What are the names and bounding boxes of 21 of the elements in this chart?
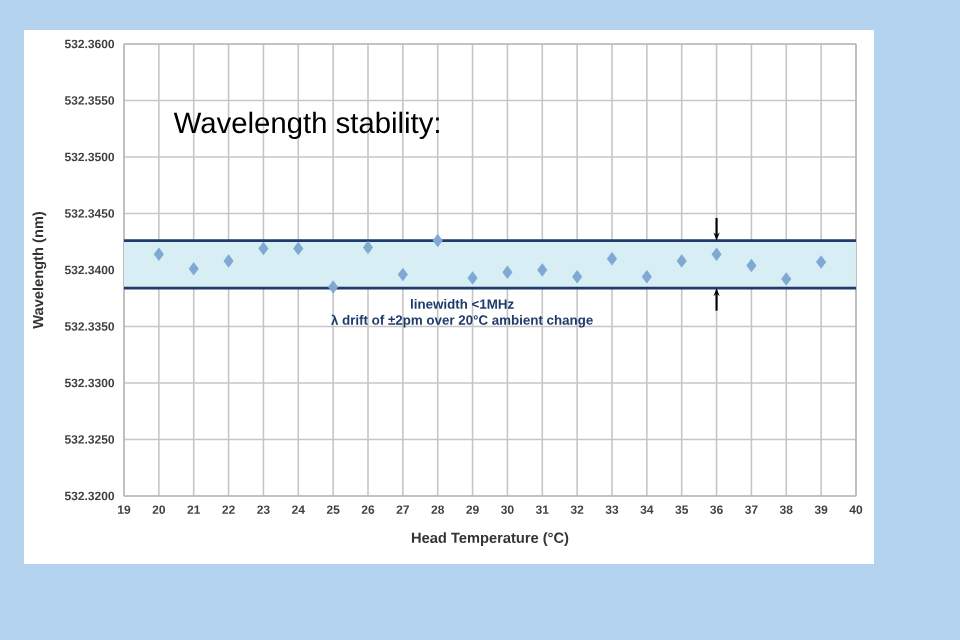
point: [363, 240, 373, 254]
point: [746, 259, 757, 272]
point: [153, 247, 164, 261]
point: [781, 272, 792, 286]
text: Wavelength stability:: [173, 111, 439, 139]
point: [467, 271, 478, 285]
point: [397, 268, 408, 281]
point: [432, 234, 443, 248]
point: [328, 280, 339, 294]
point: [223, 254, 234, 268]
point: [816, 255, 827, 269]
point: [502, 265, 513, 279]
point: [537, 263, 548, 277]
point: [676, 254, 687, 268]
point: [572, 270, 583, 284]
point: [607, 252, 617, 266]
point: [641, 270, 652, 284]
point: [711, 247, 722, 261]
point: [293, 242, 304, 255]
point: [188, 262, 199, 276]
point: [258, 242, 269, 255]
